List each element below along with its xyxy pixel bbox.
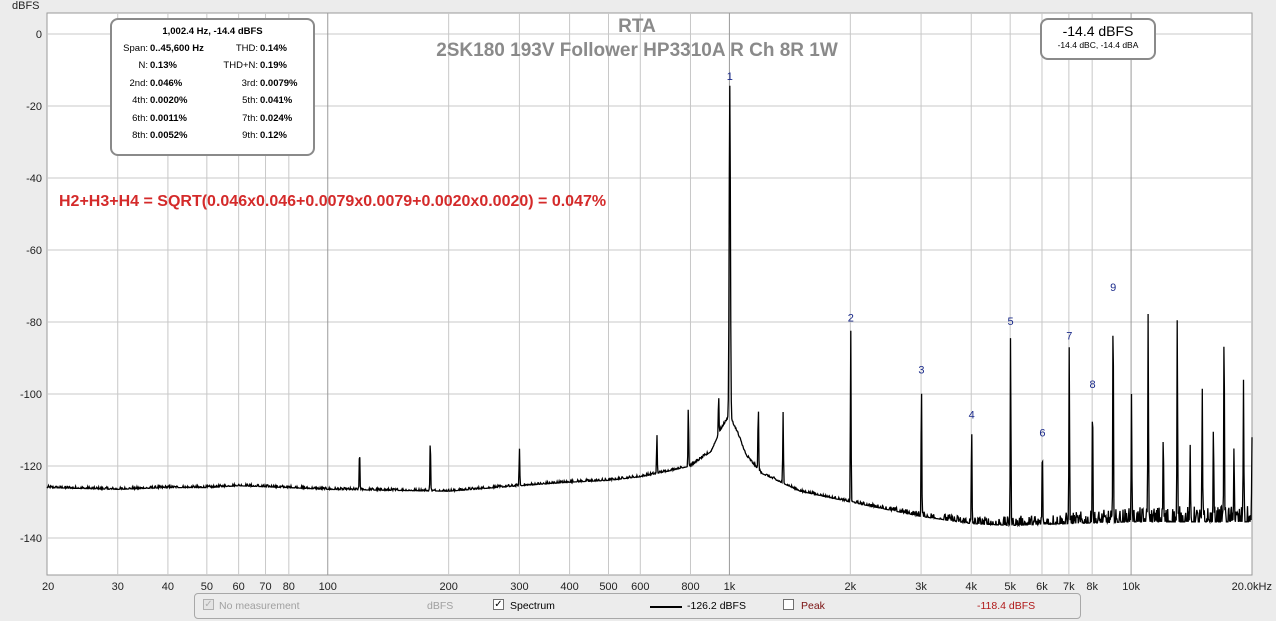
x-tick-label: 80 (283, 581, 295, 590)
stats-cell: 0.19% (260, 60, 287, 72)
harmonic-label: 1 (727, 71, 733, 83)
stats-cell: THD+N: (223, 60, 258, 72)
stats-cell: 3rd: (241, 77, 258, 89)
x-tick-label: 5k (1004, 581, 1016, 590)
stats-cell: 0.0020% (150, 95, 188, 107)
spectrum-trace (46, 85, 1253, 528)
no-measurement-unit: dBFS (427, 600, 454, 612)
y-tick-label: -60 (26, 245, 42, 257)
x-tick-label: 40 (162, 581, 174, 590)
harmonic-label: 4 (969, 410, 975, 422)
legend-bar: ✓ No measurement dBFS ✓ Spectrum -126.2 … (194, 593, 1081, 619)
chart-subtitle: 2SK180 193V Follower HP3310A R Ch 8R 1W (436, 40, 838, 61)
x-tick-label: 50 (201, 581, 213, 590)
spectrum-value: -126.2 dBFS (687, 600, 746, 612)
stats-row: Span: 0..45,600 Hz THD: 0.14% (114, 40, 310, 57)
y-axis-label: dBFS (12, 0, 40, 12)
no-measurement-label: No measurement (219, 600, 300, 612)
x-tick-label: 1k (724, 581, 736, 590)
stats-table: Span: 0..45,600 Hz THD: 0.14% N: 0.13% THD+N: 0… (114, 40, 310, 144)
x-tick-label: 8k (1086, 581, 1098, 590)
y-tick-label: -20 (26, 101, 42, 113)
stats-cell: 8th: (132, 130, 148, 142)
stats-row: N: 0.13% THD+N: 0.19% (114, 57, 310, 74)
stats-cell: 2nd: (129, 77, 149, 89)
harmonic-label: 9 (1110, 282, 1116, 294)
peak-label: Peak (801, 600, 825, 612)
level-readout-panel: -14.4 dBFS -14.4 dBC, -14.4 dBA (1040, 18, 1156, 60)
stats-cell: 7th: (242, 112, 258, 124)
peak-value: -118.4 dBFS (977, 600, 1036, 612)
stats-row: 8th: 0.0052% 9th: 0.12% (114, 127, 310, 144)
spectrum-line-sample (650, 606, 682, 608)
stats-cell: 5th: (242, 95, 258, 107)
level-value: -14.4 dBFS (1062, 23, 1134, 39)
harmonic-label: 5 (1008, 316, 1014, 328)
x-tick-label: 300 (510, 581, 528, 590)
x-tick-label: 600 (631, 581, 649, 590)
stats-cell: 0.0079% (260, 77, 298, 89)
x-tick-label: 2k (845, 581, 857, 590)
stats-cell: 0.024% (260, 112, 293, 124)
y-tick-label: 0 (36, 29, 42, 41)
x-tick-label: 500 (599, 581, 617, 590)
spectrum-checkbox[interactable]: ✓ (493, 599, 504, 610)
x-tick-label: 3k (915, 581, 927, 590)
spectrum-label: Spectrum (510, 600, 555, 612)
x-tick-label: 30 (112, 581, 124, 590)
stats-cell: 0.13% (150, 60, 177, 72)
y-tick-label: -80 (26, 317, 42, 329)
stats-cell: 6th: (132, 112, 148, 124)
harmonic-label: 2 (848, 312, 854, 324)
x-tick-label: 10k (1122, 581, 1140, 590)
y-tick-label: -120 (20, 461, 42, 473)
harmonic-label: 8 (1090, 379, 1096, 391)
stats-cell: 9th: (242, 130, 258, 142)
stats-cell: 4th: (132, 95, 148, 107)
stats-cell: THD: (235, 43, 258, 54)
x-tick-label: 6k (1036, 581, 1048, 590)
y-tick-label: -100 (20, 389, 42, 401)
y-tick-label: -40 (26, 173, 42, 185)
stats-row: 2nd: 0.046% 3rd: 0.0079% (114, 75, 310, 92)
stats-row: 4th: 0.0020% 5th: 0.041% (114, 92, 310, 109)
stats-row: 6th: 0.0011% 7th: 0.024% (114, 110, 310, 127)
x-tick-label: 400 (560, 581, 578, 590)
stats-cell: 0.0052% (150, 130, 188, 142)
stats-cell: 0.14% (260, 43, 287, 54)
harmonic-label: 3 (918, 365, 924, 377)
stats-cell: 0..45,600 Hz (150, 43, 204, 54)
x-tick-label: 800 (681, 581, 699, 590)
level-detail: -14.4 dBC, -14.4 dBA (1057, 40, 1139, 50)
x-tick-label: 200 (439, 581, 457, 590)
stats-cell: Span: (123, 43, 148, 54)
no-measurement-checkbox[interactable]: ✓ (203, 599, 214, 610)
x-tick-label: 7k (1063, 581, 1075, 590)
x-tick-label: 100 (319, 581, 337, 590)
harmonic-label: 6 (1039, 428, 1045, 440)
chart-title: RTA (618, 16, 656, 37)
stats-cell: 0.12% (260, 130, 287, 142)
thd-annotation: H2+H3+H4 = SQRT(0.046x0.046+0.0079x0.007… (59, 193, 606, 210)
x-tick-label: 20 (42, 581, 54, 590)
distortion-stats-panel: 1,002.4 Hz, -14.4 dBFS Span: 0..45,600 Hz… (110, 18, 315, 156)
stats-cell: 0.041% (260, 95, 293, 107)
stats-cell: 0.0011% (150, 112, 187, 124)
y-tick-label: -140 (20, 533, 42, 545)
stats-cell: N: (138, 60, 149, 72)
x-tick-label: 20.0kHz (1232, 581, 1272, 590)
stats-cell: 0.046% (150, 77, 183, 89)
stats-header: 1,002.4 Hz, -14.4 dBFS (162, 26, 263, 37)
peak-checkbox[interactable] (783, 599, 794, 610)
x-tick-label: 70 (259, 581, 271, 590)
x-tick-label: 60 (233, 581, 245, 590)
harmonic-label: 7 (1066, 330, 1072, 342)
x-tick-label: 4k (965, 581, 977, 590)
